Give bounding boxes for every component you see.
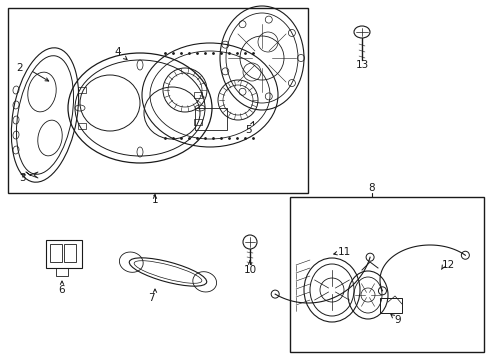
Bar xyxy=(78,87,86,93)
Text: 3: 3 xyxy=(19,173,25,183)
Text: 6: 6 xyxy=(59,285,65,295)
Bar xyxy=(289,197,483,352)
Bar xyxy=(194,119,202,125)
Text: 12: 12 xyxy=(441,260,454,270)
Text: 2: 2 xyxy=(17,63,23,73)
Text: 1: 1 xyxy=(151,195,158,205)
Text: 10: 10 xyxy=(243,265,256,275)
Bar xyxy=(194,92,202,98)
Text: 9: 9 xyxy=(394,315,401,325)
Text: 8: 8 xyxy=(368,183,375,193)
Text: 13: 13 xyxy=(355,60,368,70)
Bar xyxy=(195,108,226,130)
Text: 11: 11 xyxy=(337,247,350,257)
Text: 5: 5 xyxy=(245,125,252,135)
Bar xyxy=(78,123,86,129)
Bar xyxy=(50,244,62,262)
Text: 7: 7 xyxy=(147,293,154,303)
Bar xyxy=(46,240,82,268)
Bar xyxy=(379,298,401,313)
Text: 4: 4 xyxy=(115,47,121,57)
Bar xyxy=(64,244,76,262)
Bar xyxy=(56,268,68,276)
Bar xyxy=(8,8,307,193)
